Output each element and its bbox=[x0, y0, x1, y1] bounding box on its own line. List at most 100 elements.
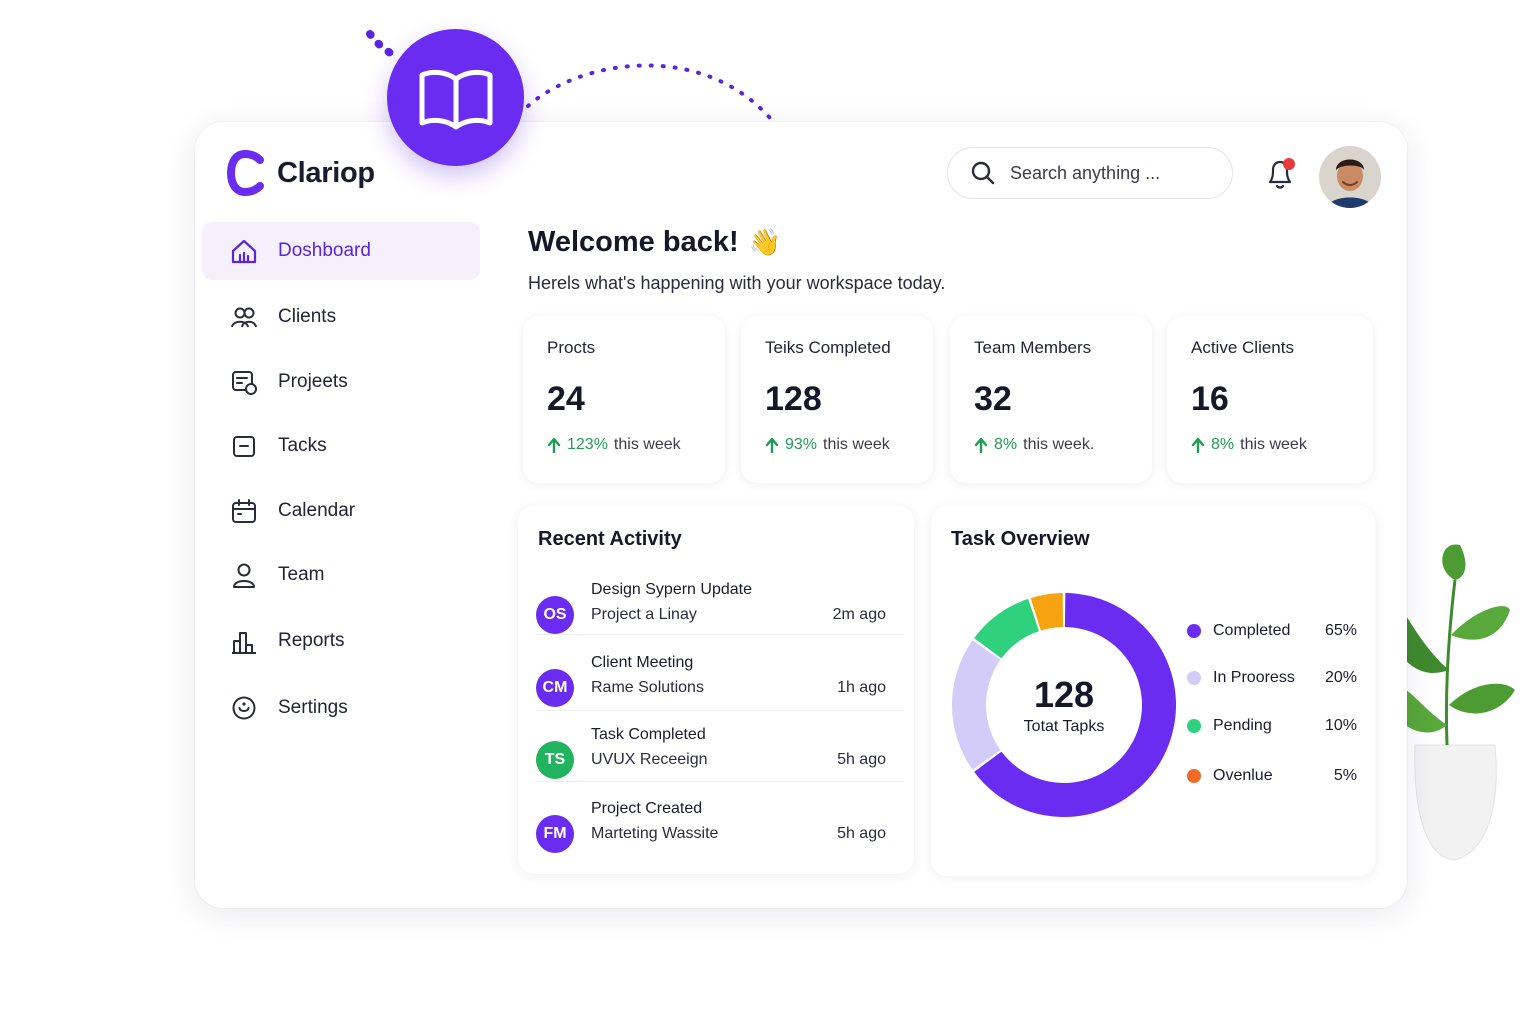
legend-label: Completed bbox=[1213, 622, 1291, 639]
stat-label: Procts bbox=[547, 338, 596, 357]
sidebar-item-label: Projeets bbox=[278, 371, 348, 392]
legend-pct: 10% bbox=[1324, 717, 1357, 734]
recent-activity-panel: Recent Activity OS Design Sypern Update … bbox=[518, 506, 914, 874]
stat-trend-suffix: this week. bbox=[1023, 436, 1095, 453]
sidebar-item-label: Calendar bbox=[278, 500, 356, 521]
stat-trend-suffix: this week bbox=[1240, 436, 1307, 453]
search-input[interactable]: Search anything ... bbox=[947, 147, 1233, 199]
donut-slice-in-prooress bbox=[952, 640, 1001, 770]
stat-trend-pct: 8% bbox=[994, 436, 1018, 453]
bell-icon bbox=[1268, 158, 1295, 189]
list-item[interactable]: CM Client Meeting Rame Solutions 1h ago bbox=[536, 654, 902, 707]
list-item[interactable]: OS Design Sypern Update Project a Linay … bbox=[536, 581, 902, 634]
legend-item-completed: Completed 65% bbox=[1187, 622, 1357, 640]
stat-value: 24 bbox=[547, 380, 585, 418]
search-icon bbox=[971, 161, 995, 185]
search-placeholder: Search anything ... bbox=[1010, 162, 1161, 183]
sidebar-item-dashboard[interactable]: Doshboard bbox=[202, 222, 480, 280]
sidebar-item-label: Doshboard bbox=[278, 240, 371, 261]
activity-subtitle: UVUX Receeign bbox=[591, 751, 708, 768]
sidebar-item-label: Reports bbox=[278, 630, 345, 651]
legend-item-in-progress: In Prooress 20% bbox=[1187, 669, 1357, 687]
sidebar-item-label: Team bbox=[278, 564, 325, 585]
legend-item-overdue: Ovenlue 5% bbox=[1187, 767, 1357, 785]
brand[interactable]: Clariop bbox=[227, 150, 375, 196]
legend-pct: 65% bbox=[1324, 622, 1357, 639]
sidebar-item-clients[interactable]: Clients bbox=[202, 288, 480, 346]
stat-card-projects[interactable]: Procts 24 123% this week bbox=[523, 316, 725, 483]
activity-time: 5h ago bbox=[837, 825, 886, 842]
panel-title: Task Overview bbox=[951, 528, 1090, 550]
user-icon bbox=[229, 560, 259, 590]
page-title: Welcome back! 👋 bbox=[528, 226, 781, 259]
brand-name: Clariop bbox=[277, 156, 375, 189]
stat-trend: 8% this week bbox=[1191, 436, 1307, 454]
sidebar-item-team[interactable]: Team bbox=[202, 546, 480, 604]
donut-total-value: 128 bbox=[1033, 674, 1095, 715]
list-item[interactable]: FM Project Created Marteting Wassite 5h … bbox=[536, 800, 902, 853]
stat-trend-pct: 93% bbox=[785, 436, 818, 453]
stat-card-clients[interactable]: Active Clients 16 8% this week bbox=[1167, 316, 1373, 483]
activity-text: Client Meeting Rame Solutions bbox=[591, 650, 704, 700]
activity-time: 5h ago bbox=[837, 751, 886, 768]
list-item[interactable]: TS Task Completed UVUX Receeign 5h ago bbox=[536, 726, 902, 779]
arrow-up-icon bbox=[547, 437, 561, 453]
donut-slice-pending bbox=[974, 598, 1040, 659]
stat-label: Teiks Completed bbox=[765, 338, 891, 357]
sidebar-item-label: Clients bbox=[278, 306, 337, 327]
welcome-title-text: Welcome back! bbox=[528, 226, 739, 258]
plant-decoration bbox=[1405, 544, 1515, 861]
stat-card-team[interactable]: Team Members 32 8% this week. bbox=[950, 316, 1152, 483]
sidebar-item-settings[interactable]: Sertings bbox=[202, 679, 480, 737]
stat-trend-pct: 123% bbox=[567, 436, 608, 453]
notification-button[interactable] bbox=[1264, 156, 1298, 192]
stat-value: 32 bbox=[974, 380, 1012, 418]
activity-text: Project Created Marteting Wassite bbox=[591, 796, 718, 846]
legend-label: Pending bbox=[1213, 717, 1272, 734]
wave-emoji: 👋 bbox=[748, 227, 781, 257]
activity-title: Project Created bbox=[591, 800, 703, 817]
activity-time: 2m ago bbox=[832, 606, 886, 623]
stat-trend: 123% this week bbox=[547, 436, 681, 454]
legend-pct: 5% bbox=[1333, 767, 1357, 784]
legend-label: In Prooress bbox=[1213, 669, 1295, 686]
legend-dot bbox=[1187, 671, 1201, 685]
avatar[interactable] bbox=[1319, 146, 1381, 208]
donut-slice-ovenlue bbox=[1030, 593, 1064, 631]
donut-slice-completed bbox=[974, 593, 1176, 817]
tasks-icon bbox=[229, 431, 259, 461]
stat-trend-suffix: this week bbox=[823, 436, 890, 453]
donut-total-label: Totat Tapks bbox=[1023, 718, 1105, 735]
activity-title: Design Sypern Update bbox=[591, 581, 752, 598]
activity-avatar: TS bbox=[536, 741, 574, 779]
donut-chart bbox=[952, 593, 1176, 817]
stat-trend-pct: 8% bbox=[1211, 436, 1235, 453]
activity-time: 1h ago bbox=[837, 679, 886, 696]
projects-icon bbox=[229, 367, 259, 397]
activity-avatar: FM bbox=[536, 815, 574, 853]
logo-icon bbox=[227, 150, 264, 196]
calendar-icon bbox=[229, 496, 259, 526]
stat-trend: 8% this week. bbox=[974, 436, 1094, 454]
donut-center: 128 Totat Tapks bbox=[993, 674, 1135, 736]
legend-label: Ovenlue bbox=[1213, 767, 1273, 784]
stat-card-tasks[interactable]: Teiks Completed 128 93% this week bbox=[741, 316, 933, 483]
book-icon bbox=[419, 69, 492, 129]
stat-trend-suffix: this week bbox=[613, 436, 681, 453]
activity-subtitle: Marteting Wassite bbox=[591, 825, 719, 842]
sidebar-item-reports[interactable]: Reports bbox=[202, 612, 480, 670]
sidebar-item-calendar[interactable]: Calendar bbox=[202, 482, 480, 540]
sidebar-item-tasks[interactable]: Tacks bbox=[202, 417, 480, 475]
book-badge bbox=[387, 29, 524, 166]
activity-title: Client Meeting bbox=[591, 654, 694, 671]
stat-label: Active Clients bbox=[1191, 338, 1294, 357]
panel-title: Recent Activity bbox=[538, 528, 682, 550]
legend-dot bbox=[1187, 624, 1201, 638]
activity-subtitle: Rame Solutions bbox=[591, 679, 704, 696]
legend-pct: 20% bbox=[1324, 669, 1357, 686]
stat-value: 128 bbox=[765, 380, 822, 418]
sidebar-item-projects[interactable]: Projeets bbox=[202, 353, 480, 411]
page-subtitle: Herels what's happening with your worksp… bbox=[528, 273, 946, 293]
legend-dot bbox=[1187, 719, 1201, 733]
divider bbox=[536, 634, 904, 635]
